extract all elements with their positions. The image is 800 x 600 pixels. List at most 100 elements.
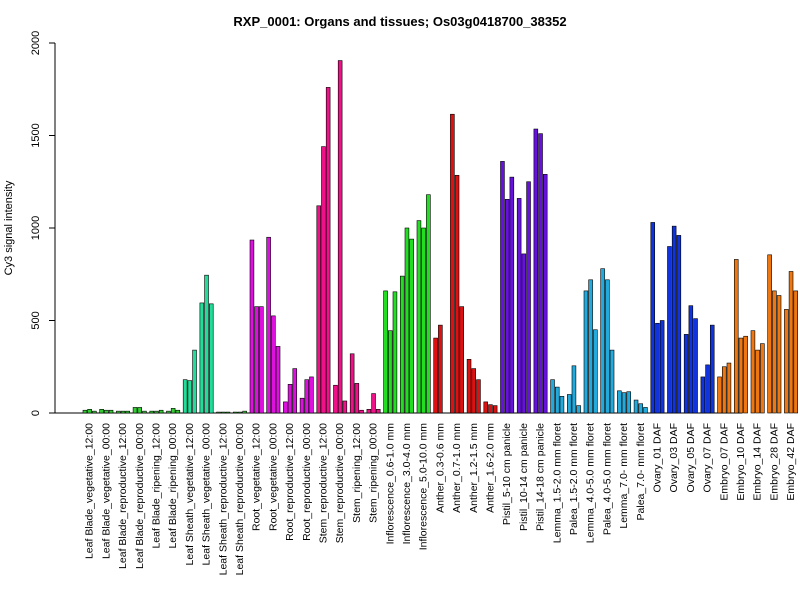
bar xyxy=(221,411,226,414)
bar xyxy=(166,410,171,414)
x-tick-label: Ovary_03 DAF xyxy=(668,423,680,492)
bar xyxy=(82,409,88,414)
bar xyxy=(87,408,92,414)
bar xyxy=(554,386,560,414)
bars xyxy=(82,60,798,414)
bar xyxy=(249,239,255,414)
bar xyxy=(254,306,259,414)
bar xyxy=(738,337,744,414)
y-tick-label: 0 xyxy=(30,410,42,416)
x-tick-label: Palea_1.5-2.0 mm floret xyxy=(568,423,580,535)
x-tick-label: Leaf Sheath_reproductive_12:00 xyxy=(217,423,229,576)
bar xyxy=(108,409,114,414)
bar xyxy=(671,225,677,414)
bar xyxy=(617,390,622,414)
bar xyxy=(509,176,515,414)
bar xyxy=(426,194,431,414)
y-tick-label: 500 xyxy=(30,311,42,329)
bar xyxy=(533,128,539,414)
x-tick-label: Stem_ripening_12:00 xyxy=(351,423,363,523)
bar xyxy=(755,349,760,414)
x-tick-label: Stem_reproductive_00:00 xyxy=(334,423,346,543)
x-tick-label: Anther_1.2-1.5 mm xyxy=(468,423,480,513)
bar xyxy=(287,384,293,414)
bar xyxy=(492,405,498,414)
bar xyxy=(633,399,639,414)
bar xyxy=(659,320,665,414)
y-tick-label: 2000 xyxy=(30,31,42,55)
bar xyxy=(392,291,398,414)
x-tick-label: Embryo_42 DAF xyxy=(785,423,797,501)
bar xyxy=(175,409,181,414)
bar xyxy=(504,199,510,414)
bar xyxy=(693,318,698,414)
bar xyxy=(158,409,164,414)
bar xyxy=(371,393,376,414)
bar xyxy=(767,254,772,414)
bar xyxy=(743,335,748,414)
bar xyxy=(359,409,364,414)
x-tick-label: Leaf Sheath_vegetative_12:00 xyxy=(184,423,196,566)
bar xyxy=(271,315,276,414)
bar xyxy=(137,407,143,414)
bar xyxy=(99,408,104,414)
bar xyxy=(571,365,577,414)
x-tick-label: Lemma_7.0- mm floret xyxy=(618,423,630,529)
x-tick-label: Stem_reproductive_12:00 xyxy=(317,423,329,543)
bar xyxy=(116,410,121,414)
bar xyxy=(321,146,326,414)
bar xyxy=(337,60,343,414)
bar xyxy=(142,410,147,414)
bar xyxy=(784,309,789,414)
bar xyxy=(375,408,381,414)
bar xyxy=(354,383,360,414)
bar xyxy=(733,259,739,414)
x-tick-label: Leaf Sheath_reproductive_00:00 xyxy=(234,423,246,576)
bar xyxy=(120,410,126,414)
bar xyxy=(237,411,243,414)
x-tick-label: Lemma_1.5-2.0 mm floret xyxy=(551,423,563,543)
x-tick-label: Anther_1.6-2.0 mm xyxy=(484,423,496,513)
bar xyxy=(788,271,794,414)
chart-title: RXP_0001: Organs and tissues; Os03g04187… xyxy=(233,14,566,29)
bar xyxy=(466,359,472,414)
bar xyxy=(342,400,348,414)
bar xyxy=(170,408,176,414)
x-tick-label: Lemma_4.0-5.0 mm floret xyxy=(585,423,597,543)
x-tick-label: Pistil_10-14 cm panicle xyxy=(518,423,530,531)
y-axis-label: Cy3 signal intensity xyxy=(3,180,15,275)
x-tick-label: Embryo_14 DAF xyxy=(752,423,764,501)
bar xyxy=(283,401,288,414)
bar xyxy=(450,113,455,414)
bar xyxy=(266,236,271,414)
bar xyxy=(409,238,414,414)
x-tick-label: Ovary_07 DAF xyxy=(702,423,714,492)
bar xyxy=(187,380,193,414)
bar xyxy=(483,401,488,414)
bar xyxy=(204,274,209,414)
bar xyxy=(92,410,97,414)
bar xyxy=(192,349,197,414)
x-tick-label: Palea_7.0- mm floret xyxy=(635,423,647,521)
bar xyxy=(500,161,505,414)
bar xyxy=(688,305,694,414)
bar xyxy=(104,409,109,414)
bar xyxy=(404,227,410,414)
bar xyxy=(471,368,476,414)
bar xyxy=(576,405,581,414)
bar xyxy=(149,410,155,414)
bar xyxy=(399,275,405,414)
bar xyxy=(333,384,338,414)
bar xyxy=(605,279,610,414)
x-tick-label: Leaf Blade_vegetative_00:00 xyxy=(100,423,112,559)
x-tick-label: Root_reproductive_12:00 xyxy=(284,423,296,541)
x-tick-label: Embryo_10 DAF xyxy=(735,423,747,501)
bar xyxy=(667,246,672,414)
bar xyxy=(132,407,138,414)
bar xyxy=(454,174,460,414)
x-tick-label: Ovary_01 DAF xyxy=(651,423,663,492)
bar xyxy=(325,87,331,414)
bar xyxy=(438,324,443,414)
x-tick-label: Root_reproductive_00:00 xyxy=(301,423,313,541)
